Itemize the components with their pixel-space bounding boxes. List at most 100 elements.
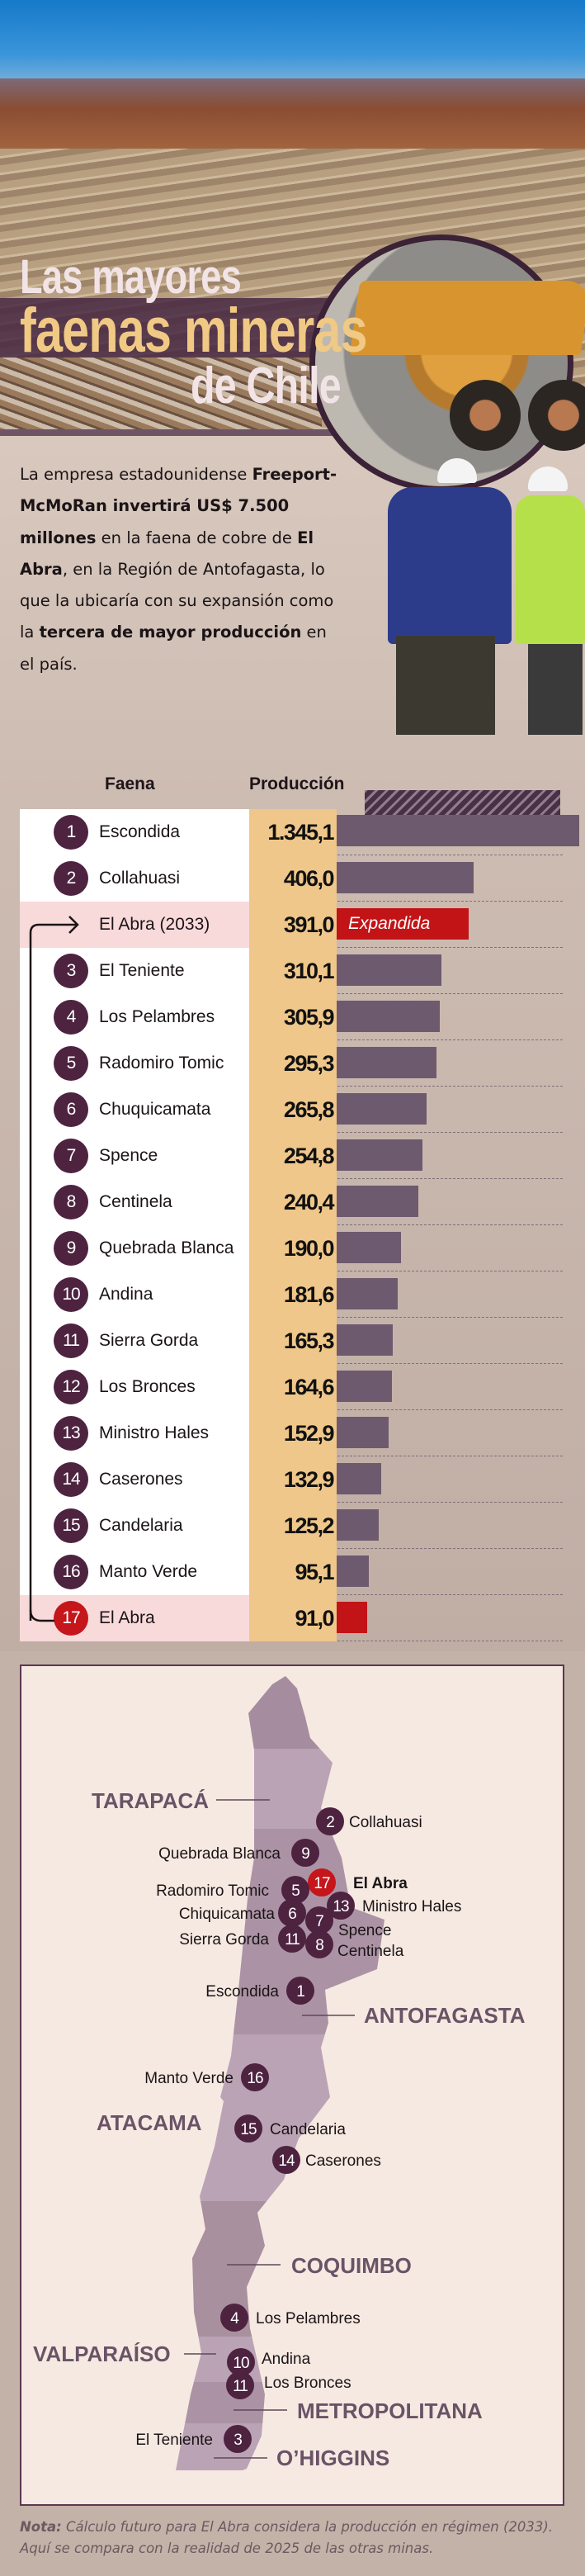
column-header-produccion: Producción	[249, 774, 345, 793]
production-value: 152,9	[283, 1421, 335, 1446]
name-cell: 14 Caserones	[20, 1456, 249, 1503]
production-value: 165,3	[283, 1328, 335, 1353]
worker-image	[516, 495, 585, 644]
table-row: 5 Radomiro Tomic 295,3	[20, 1040, 563, 1087]
production-cell: 125,2	[249, 1503, 337, 1549]
footnote-label: Nota:	[20, 2519, 62, 2535]
production-cell: 240,4	[249, 1179, 337, 1225]
name-cell: 17 El Abra	[20, 1595, 249, 1641]
mine-name: Candelaria	[99, 1516, 183, 1535]
rank-badge: 4	[54, 1000, 88, 1035]
header-photo-mountains	[0, 78, 585, 153]
header-photo-sky	[0, 0, 585, 91]
mine-marker-label: Ministro Hales	[362, 1898, 461, 1915]
mine-marker-label: Caserones	[305, 2152, 381, 2170]
region-label: O’HIGGINS	[276, 2446, 389, 2470]
production-value: 91,0	[295, 1606, 334, 1631]
table-row: 8 Centinela 240,4	[20, 1179, 563, 1225]
mine-name: Quebrada Blanca	[99, 1238, 234, 1257]
table-row: 4 Los Pelambres 305,9	[20, 994, 563, 1040]
production-bar	[337, 1186, 418, 1217]
production-cell: 181,6	[249, 1271, 337, 1318]
axis-break-marker	[365, 790, 560, 815]
name-cell: 3 El Teniente	[20, 948, 249, 994]
mine-name: El Teniente	[99, 961, 185, 980]
mine-marker-label: Spence	[338, 1922, 391, 1939]
name-cell: 2 Collahuasi	[20, 855, 249, 902]
mine-marker-number: 17	[314, 1875, 330, 1892]
production-bar	[337, 1093, 427, 1125]
mine-marker-number: 8	[315, 1937, 323, 1954]
expanded-label: Expandida	[348, 914, 431, 933]
mine-marker-label: Chiquicamata	[179, 1906, 276, 1923]
rank-badge: 17	[54, 1601, 88, 1636]
production-cell: 95,1	[249, 1549, 337, 1595]
name-cell: 16 Manto Verde	[20, 1549, 249, 1595]
mine-name: Radomiro Tomic	[99, 1054, 224, 1073]
chile-map: TARAPACÁ ANTOFAGASTA ATACAMA COQUIMBO VALPAR…	[33, 1676, 526, 2470]
region-label: ATACAMA	[97, 2110, 202, 2135]
table-row: 9 Quebrada Blanca 190,0	[20, 1225, 563, 1271]
mine-marker-number: 9	[301, 1845, 309, 1863]
name-cell: El Abra (2033)	[20, 902, 249, 948]
production-value: 1.345,1	[267, 820, 334, 845]
intro-bold: tercera de mayor producción	[39, 623, 302, 642]
production-bar	[337, 954, 442, 986]
table-row: 2 Collahuasi 406,0	[20, 855, 563, 902]
title-line-3: de Chile	[191, 358, 342, 414]
mine-marker-label: Collahuasi	[349, 1814, 422, 1831]
mine-marker	[241, 2063, 269, 2091]
rank-badge: 8	[54, 1185, 88, 1219]
rank-badge: 13	[54, 1416, 88, 1451]
production-value: 391,0	[283, 912, 335, 937]
table-row: 10 Andina 181,6	[20, 1271, 563, 1318]
production-bar: Expandida	[337, 908, 469, 940]
mine-name: Chuquicamata	[99, 1100, 211, 1119]
production-bar	[337, 1463, 382, 1494]
production-value: 254,8	[283, 1144, 335, 1168]
region-shape	[176, 2034, 384, 2201]
production-value: 305,9	[283, 1005, 335, 1030]
production-value: 95,1	[295, 1560, 334, 1584]
table-row: 3 El Teniente 310,1	[20, 948, 563, 994]
mine-marker-number: 1	[296, 1983, 304, 2001]
production-value: 181,6	[283, 1282, 335, 1307]
production-bar	[337, 1278, 399, 1309]
rank-badge: 15	[54, 1508, 88, 1543]
table-row: 16 Manto Verde 95,1	[20, 1549, 563, 1595]
mine-name: Spence	[99, 1146, 158, 1165]
mine-marker-label: Andina	[262, 2351, 311, 2368]
mine-marker-number: 6	[288, 1906, 296, 1923]
name-cell: 15 Candelaria	[20, 1503, 249, 1549]
production-cell: 91,0	[249, 1595, 337, 1641]
rank-badge: 14	[54, 1462, 88, 1497]
mine-marker-label: Quebrada Blanca	[158, 1845, 281, 1863]
region-label: COQUIMBO	[291, 2253, 412, 2278]
production-cell: 265,8	[249, 1087, 337, 1133]
name-cell: 1 Escondida	[20, 809, 249, 855]
region-label: ANTOFAGASTA	[364, 2003, 526, 2028]
mine-marker	[227, 2348, 255, 2376]
name-cell: 8 Centinela	[20, 1179, 249, 1225]
mine-marker-number: 5	[291, 1882, 300, 1900]
name-cell: 9 Quebrada Blanca	[20, 1225, 249, 1271]
production-bar	[337, 1371, 393, 1402]
mine-name: Centinela	[99, 1192, 172, 1211]
name-cell: 5 Radomiro Tomic	[20, 1040, 249, 1087]
mine-marker-number: 3	[234, 2432, 242, 2449]
production-value: 125,2	[283, 1513, 335, 1538]
mine-name: Los Pelambres	[99, 1007, 215, 1026]
production-cell: 310,1	[249, 948, 337, 994]
mine-marker-label: Manto Verde	[144, 2070, 234, 2087]
mine-marker-number: 11	[285, 1931, 300, 1949]
mine-marker	[305, 1906, 333, 1934]
intro-text: en la faena de cobre de	[96, 528, 298, 547]
rank-badge: 10	[54, 1277, 88, 1312]
mine-marker-label: Centinela	[337, 1943, 404, 1960]
mine-marker	[226, 2371, 254, 2399]
column-header-faena: Faena	[105, 774, 155, 793]
title-line-1: Las mayores	[20, 250, 242, 304]
mine-name: El Abra	[99, 1608, 155, 1627]
production-bar	[337, 815, 579, 846]
intro-text: , en la Región de Antofagasta, lo que la…	[20, 559, 334, 642]
